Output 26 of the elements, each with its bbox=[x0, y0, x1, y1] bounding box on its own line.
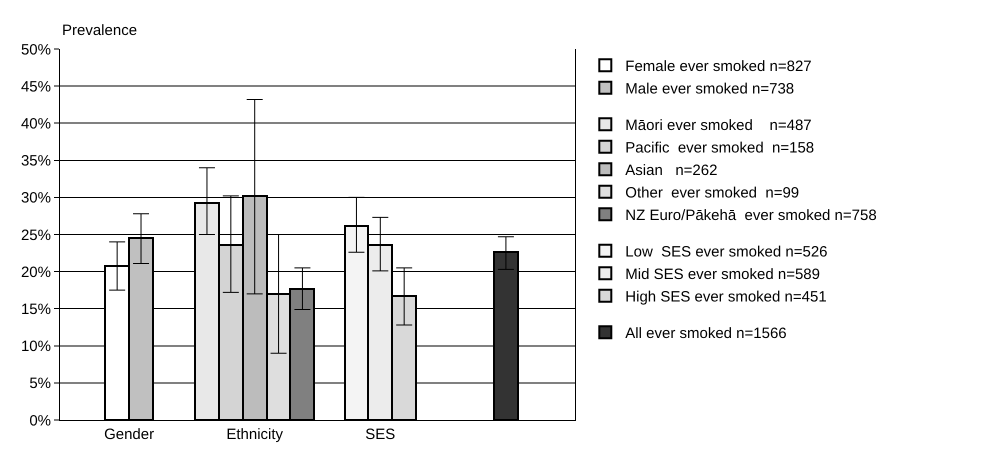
y-tick-label: 10% bbox=[20, 338, 51, 356]
legend-label: Asian n=262 bbox=[625, 162, 718, 180]
legend-label: Other ever smoked n=99 bbox=[625, 184, 800, 202]
legend-label: Mid SES ever smoked n=589 bbox=[625, 266, 820, 284]
y-tick-label: 35% bbox=[20, 152, 51, 170]
y-tick-label: 30% bbox=[20, 190, 51, 207]
y-tick-label: 0% bbox=[29, 412, 51, 430]
legend-label: Pacific ever smoked n=158 bbox=[625, 140, 814, 157]
y-axis-title: Prevalence bbox=[62, 22, 138, 39]
y-tick-label: 45% bbox=[20, 78, 51, 96]
legend-label: Female ever smoked n=827 bbox=[625, 58, 812, 76]
y-tick-label: 50% bbox=[20, 41, 51, 58]
y-tick-label: 40% bbox=[20, 115, 51, 132]
legend-label: Male ever smoked n=738 bbox=[625, 80, 794, 98]
legend-label: All ever smoked n=1566 bbox=[625, 325, 787, 342]
legend-label: Māori ever smoked n=487 bbox=[625, 117, 812, 134]
y-tick-label: 25% bbox=[20, 226, 51, 244]
x-tick-label: Ethnicity bbox=[226, 426, 284, 443]
x-tick-label: Gender bbox=[104, 426, 154, 443]
y-tick-label: 5% bbox=[29, 375, 51, 392]
y-tick-label: 15% bbox=[20, 300, 51, 318]
legend-label: NZ Euro/Pākehā ever smoked n=758 bbox=[625, 207, 877, 224]
legend-label: High SES ever smoked n=451 bbox=[625, 288, 827, 306]
x-tick-label: SES bbox=[365, 426, 396, 443]
legend-label: Low SES ever smoked n=526 bbox=[625, 244, 828, 261]
y-tick-label: 20% bbox=[20, 264, 51, 281]
